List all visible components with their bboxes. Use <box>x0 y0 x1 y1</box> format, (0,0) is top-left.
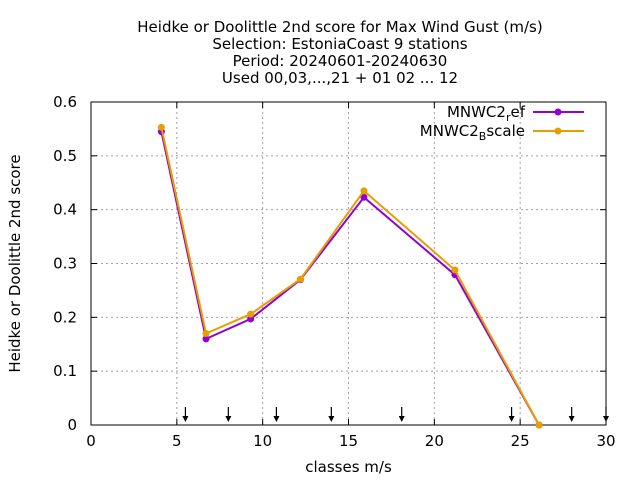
legend-label: MNWC2Bscale <box>420 122 525 143</box>
title-line: Heidke or Doolittle 2nd score for Max Wi… <box>137 18 542 36</box>
data-point <box>247 310 255 318</box>
y-tick-label: 0.3 <box>53 255 77 273</box>
x-axis-label: classes m/s <box>305 458 392 476</box>
y-tick-label: 0.4 <box>53 201 77 219</box>
legend-marker <box>554 108 562 116</box>
title-line: Used 00,03,...,21 + 01 02 ... 12 <box>222 69 458 87</box>
class-arrow <box>328 407 335 422</box>
class-arrows <box>182 407 609 422</box>
legend-entry: MNWC2Bscale <box>420 122 584 143</box>
series-line <box>160 127 540 426</box>
data-point <box>157 123 165 131</box>
y-tick-label: 0.2 <box>53 308 77 326</box>
class-arrow <box>182 407 189 422</box>
class-arrow <box>273 407 280 422</box>
chart-title: Heidke or Doolittle 2nd score for Max Wi… <box>137 18 542 87</box>
y-axis-label: Heidke or Doolittle 2nd score <box>6 154 24 372</box>
x-tick-label: 5 <box>172 432 182 450</box>
grid <box>91 102 606 425</box>
class-arrow <box>398 407 405 422</box>
y-tick-label: 0 <box>67 416 77 434</box>
class-arrow <box>568 407 575 422</box>
y-tick-label: 0.1 <box>53 362 77 380</box>
data-point <box>360 187 368 195</box>
y-tick-label: 0.5 <box>53 147 77 165</box>
y-tick-label: 0.6 <box>53 93 77 111</box>
axis-ticks: 0 5 10 15 20 25 30 0 0.1 0.2 0.3 0.4 0.5 0.6 <box>53 93 615 450</box>
x-tick-label: 0 <box>86 432 96 450</box>
data-point <box>360 193 368 201</box>
legend-marker <box>554 127 562 135</box>
series <box>157 123 543 429</box>
x-tick-label: 30 <box>596 432 615 450</box>
class-arrow <box>225 407 232 422</box>
class-arrow <box>508 407 515 422</box>
data-point <box>535 421 543 429</box>
data-point <box>296 275 304 283</box>
x-tick-label: 15 <box>339 432 358 450</box>
title-line: Period: 20240601-20240630 <box>233 52 448 70</box>
x-tick-label: 20 <box>425 432 444 450</box>
data-point <box>451 266 459 274</box>
class-arrow <box>603 407 609 422</box>
legend-label: MNWC2ref <box>447 103 526 124</box>
x-tick-label: 10 <box>253 432 272 450</box>
title-line: Selection: EstoniaCoast 9 stations <box>212 35 467 53</box>
legend-entry: MNWC2ref <box>447 103 584 124</box>
data-point <box>247 315 255 323</box>
data-point <box>202 329 210 337</box>
x-tick-label: 25 <box>511 432 530 450</box>
series-line <box>160 131 540 426</box>
data-point <box>202 335 210 343</box>
